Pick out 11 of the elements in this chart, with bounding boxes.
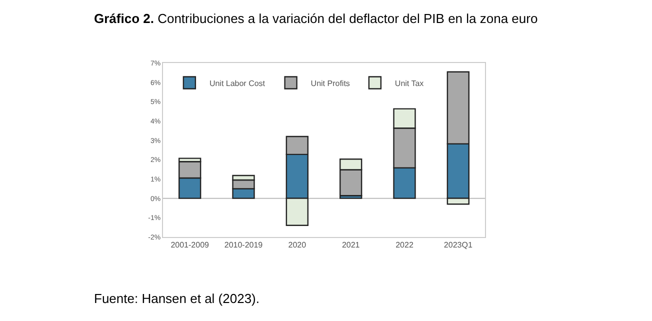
x-tick-label: 2022 bbox=[396, 240, 414, 250]
x-tick-label: 2023Q1 bbox=[444, 240, 473, 250]
legend-label: Unit Tax bbox=[394, 78, 424, 88]
source-note: Fuente: Hansen et al (2023). bbox=[94, 291, 260, 306]
x-tick-label: 2020 bbox=[288, 240, 307, 250]
legend-label: Unit Labor Cost bbox=[209, 78, 266, 88]
x-tick-label: 2010-2019 bbox=[224, 240, 264, 250]
x-tick-label: 2001-2009 bbox=[170, 240, 210, 250]
legend-label: Unit Profits bbox=[310, 78, 350, 88]
x-tick-label: 2021 bbox=[342, 240, 360, 250]
chart-title: Gráfico 2. Contribuciones a la variación del deflactor del PIB en la zona euro bbox=[94, 11, 538, 26]
